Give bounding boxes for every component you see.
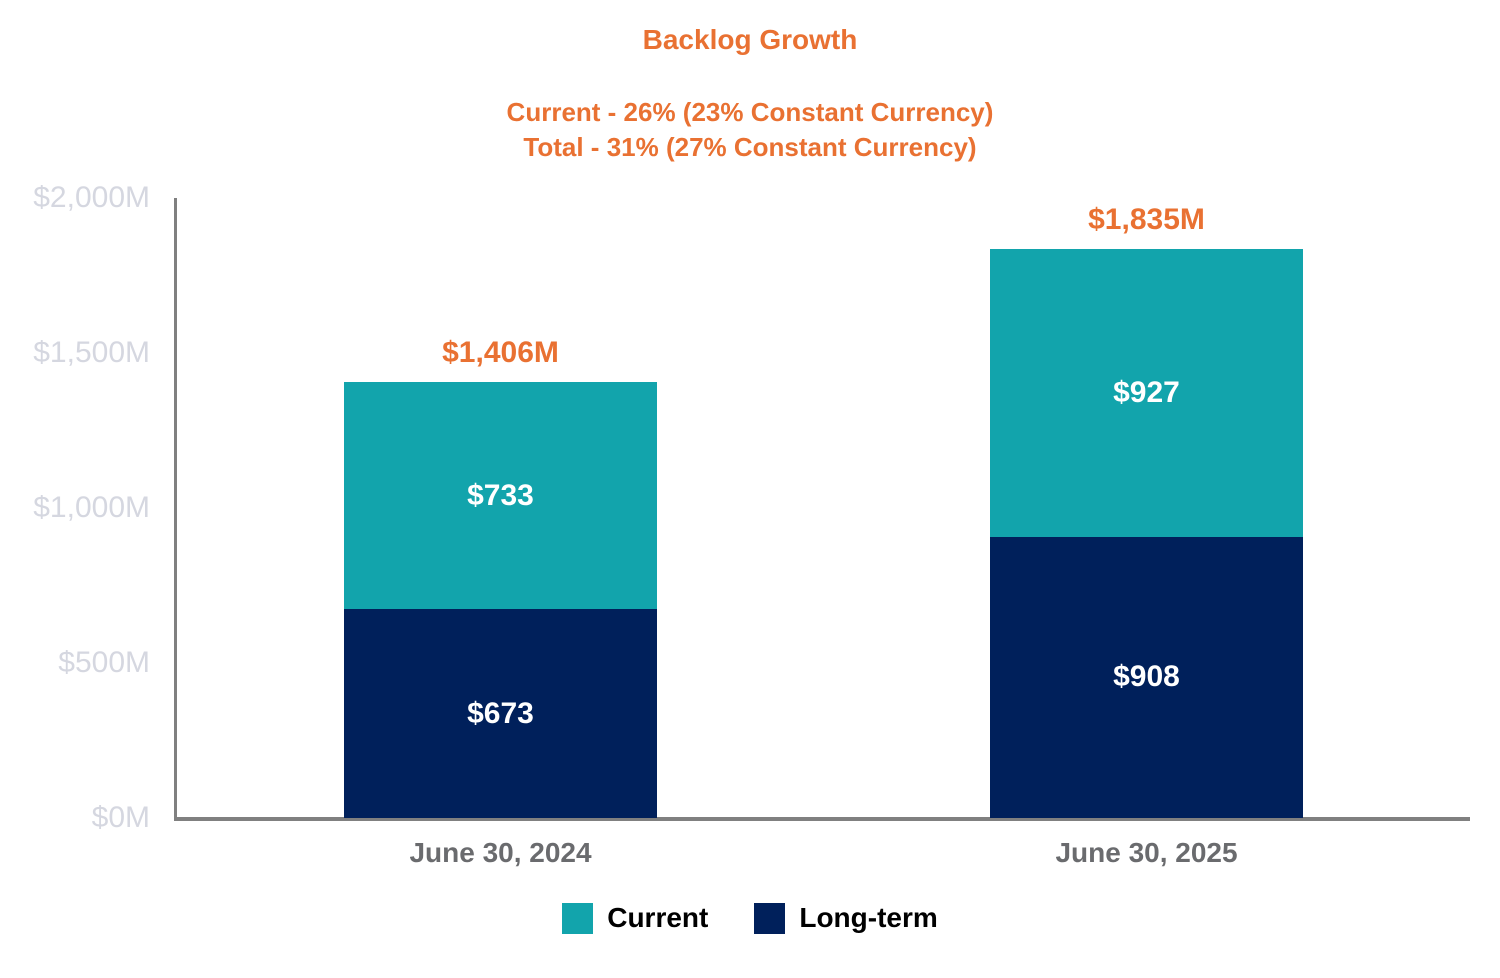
chart-subtitle: Current - 26% (23% Constant Currency) To… bbox=[0, 95, 1500, 165]
legend-item-current: Current bbox=[562, 901, 708, 935]
y-axis-line bbox=[174, 198, 177, 820]
bar-total-label-june-30-2025: $1,835M bbox=[1088, 203, 1205, 237]
chart-title: Backlog Growth bbox=[642, 24, 858, 55]
legend-item-long-term: Long-term bbox=[754, 901, 938, 935]
y-axis-tick-label-0m: $0M bbox=[91, 801, 150, 834]
y-axis-tick-label-1-500m: $1,500M bbox=[33, 336, 150, 369]
legend-label-long-term: Long-term bbox=[799, 902, 938, 933]
bar-total-label-june-30-2024: $1,406M bbox=[442, 336, 559, 370]
y-axis-tick-label-2-000m: $2,000M bbox=[33, 181, 150, 214]
x-axis-category-label-june-30-2025: June 30, 2025 bbox=[1055, 837, 1238, 868]
bar-segment-current-june-30-2025 bbox=[990, 249, 1303, 537]
bar-value-label-long-term-june-30-2024: $673 bbox=[467, 696, 534, 730]
y-axis-tick-label-500m: $500M bbox=[58, 646, 150, 679]
x-axis-category-label-june-30-2024: June 30, 2024 bbox=[409, 837, 592, 868]
bar-segment-long-term-june-30-2024 bbox=[344, 609, 657, 818]
subtitle-current-growth: Current - 26% (23% Constant Currency) bbox=[506, 97, 994, 127]
legend: Current Long-term bbox=[0, 901, 1500, 935]
bar-value-label-current-june-30-2024: $733 bbox=[467, 478, 534, 512]
y-axis-tick-label-1-000m: $1,000M bbox=[33, 491, 150, 524]
bar-segment-long-term-june-30-2025 bbox=[990, 536, 1303, 818]
x-axis-line bbox=[174, 817, 1470, 821]
legend-swatch-long-term bbox=[754, 902, 786, 934]
bar-value-label-long-term-june-30-2025: $908 bbox=[1113, 660, 1180, 694]
bar-value-label-current-june-30-2025: $927 bbox=[1113, 375, 1180, 409]
legend-label-current: Current bbox=[607, 902, 709, 933]
subtitle-total-growth: Total - 31% (27% Constant Currency) bbox=[523, 132, 977, 162]
bar-segment-current-june-30-2024 bbox=[344, 382, 657, 610]
legend-swatch-current bbox=[562, 902, 594, 934]
